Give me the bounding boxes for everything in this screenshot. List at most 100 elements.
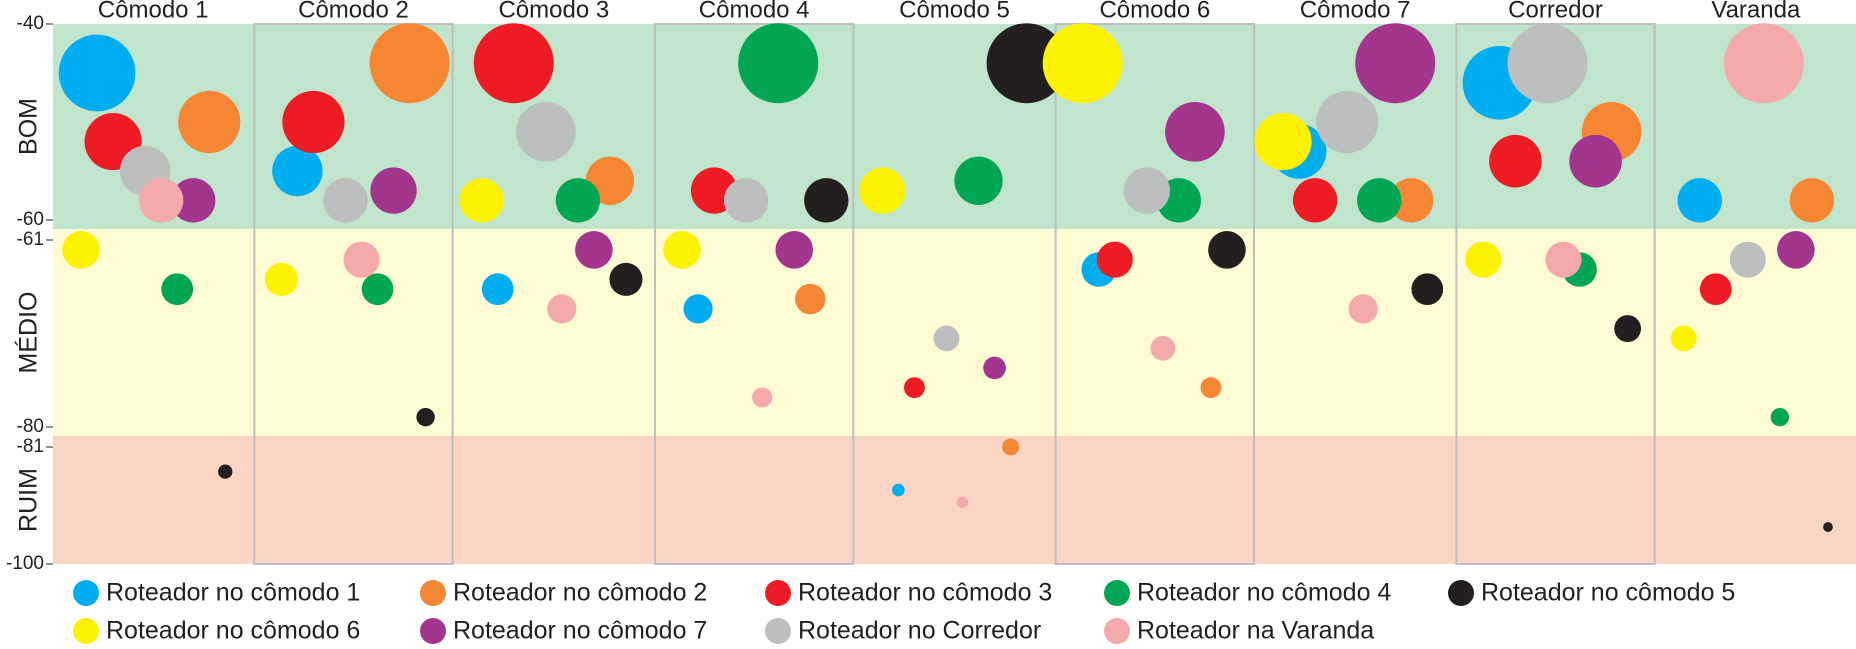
legend-label: Roteador no cômodo 3 — [798, 579, 1052, 607]
dot — [138, 178, 184, 223]
legend-swatch — [420, 618, 446, 644]
dot — [1545, 241, 1582, 278]
dot — [481, 273, 514, 306]
legend-label: Roteador no cômodo 2 — [453, 579, 707, 607]
dot — [555, 178, 601, 223]
dot — [1614, 315, 1642, 343]
dot — [323, 178, 368, 223]
legend-swatch — [420, 580, 446, 606]
y-tick-label: -100 — [6, 553, 44, 574]
dot — [1411, 273, 1444, 306]
dot — [723, 178, 769, 223]
dot — [1677, 178, 1722, 223]
legend-swatch — [1448, 580, 1474, 606]
dot — [1729, 241, 1766, 278]
dot — [956, 496, 969, 509]
dot — [361, 273, 394, 306]
dot — [1699, 273, 1732, 306]
column-label: Cômodo 5 — [899, 0, 1010, 23]
column-label: Cômodo 4 — [699, 0, 810, 23]
column-label: Cômodo 2 — [298, 0, 409, 23]
band-label: MÉDIO — [14, 292, 43, 374]
dot — [892, 483, 905, 497]
dot — [416, 407, 435, 427]
dot — [1465, 241, 1502, 278]
dot — [609, 262, 643, 296]
dot — [272, 145, 323, 197]
y-tick-label: -40 — [17, 13, 44, 34]
dot — [58, 34, 136, 112]
dot — [459, 178, 504, 223]
legend-swatch — [73, 618, 99, 644]
dot — [1489, 134, 1542, 188]
dot — [282, 90, 345, 154]
dot — [1777, 231, 1815, 269]
dot — [1096, 241, 1133, 278]
dot — [983, 356, 1006, 380]
dot — [547, 294, 577, 324]
dot — [752, 387, 773, 408]
dot — [954, 156, 1003, 205]
dot — [369, 23, 450, 104]
legend-swatch — [765, 580, 791, 606]
dot — [1723, 23, 1804, 104]
legend-swatch — [1104, 618, 1130, 644]
dot — [1789, 178, 1835, 223]
dot — [370, 167, 417, 214]
dot — [178, 90, 241, 154]
band — [53, 436, 1856, 564]
dot — [264, 262, 298, 296]
dot — [1355, 23, 1436, 104]
dot — [1507, 23, 1588, 104]
dot — [343, 241, 380, 278]
dot — [663, 231, 701, 269]
dot — [62, 231, 100, 269]
column-label: Cômodo 1 — [98, 0, 209, 23]
dot — [575, 231, 613, 269]
dot — [1770, 407, 1790, 427]
y-tick-label: -61 — [17, 229, 44, 250]
dot — [1348, 294, 1378, 324]
band-label: RUIM — [15, 468, 43, 532]
dot — [795, 283, 826, 315]
dot — [1569, 134, 1622, 188]
column-label: Cômodo 7 — [1300, 0, 1411, 23]
column-label: Varanda — [1711, 0, 1801, 23]
dot — [1150, 335, 1176, 361]
dot — [1123, 167, 1170, 214]
column-label: Corredor — [1508, 0, 1603, 23]
column-frame — [253, 23, 454, 565]
dot — [683, 294, 713, 324]
dot — [171, 178, 216, 223]
legend-label: Roteador no cômodo 6 — [106, 617, 360, 644]
column-frame — [1054, 23, 1255, 565]
legend-swatch — [1104, 580, 1130, 606]
legend-label: Roteador no cômodo 5 — [1481, 579, 1735, 607]
dot — [1670, 325, 1697, 352]
dot — [775, 231, 814, 269]
dot — [1208, 231, 1246, 269]
legend-label: Roteador no cômodo 7 — [453, 617, 707, 644]
column-frame — [1455, 23, 1656, 565]
dot — [1254, 113, 1312, 171]
legend-label: Roteador na Varanda — [1137, 617, 1374, 644]
dot — [473, 23, 554, 104]
y-tick-label: -60 — [17, 209, 44, 230]
column-label: Cômodo 3 — [498, 0, 609, 23]
dot — [1292, 178, 1338, 223]
dot — [904, 377, 925, 399]
dot — [1356, 178, 1402, 223]
dot — [859, 167, 906, 214]
legend-label: Roteador no Corredor — [798, 617, 1041, 644]
dot — [1200, 377, 1222, 399]
y-tick-label: -80 — [17, 416, 44, 437]
y-tick-label: -81 — [17, 436, 44, 457]
dot — [986, 23, 1067, 104]
dot — [1823, 522, 1833, 532]
dot — [218, 464, 233, 479]
legend-swatch — [765, 618, 791, 644]
dot — [933, 325, 960, 352]
dot — [1316, 90, 1379, 154]
